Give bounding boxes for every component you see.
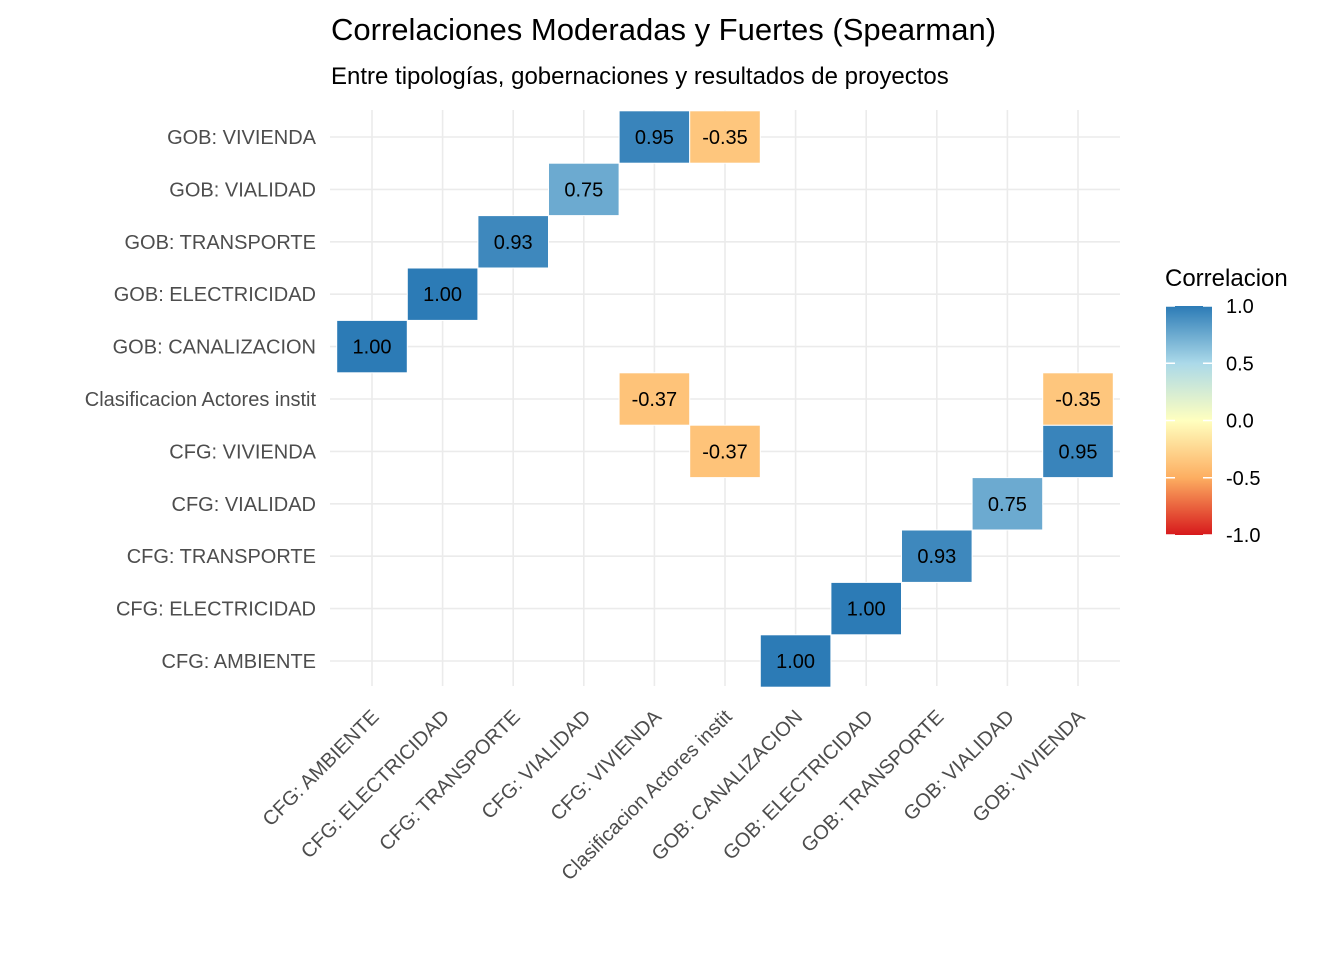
legend-title: Correlacion <box>1165 265 1288 292</box>
y-tick-gob-canalizacion: GOB: CANALIZACION <box>113 337 316 359</box>
y-tick-gob-transporte: GOB: TRANSPORTE <box>124 232 316 254</box>
y-tick-clasificacion-actores-instit: Clasificacion Actores instit <box>85 389 317 411</box>
y-tick-cfg-electricidad: CFG: ELECTRICIDAD <box>116 599 316 621</box>
heatmap-cell-label: -0.37 <box>632 389 678 411</box>
heatmap-cell-rect <box>689 110 761 164</box>
heatmap-cell-label: 1.00 <box>776 651 815 673</box>
heatmap-cell-rect <box>1042 424 1114 479</box>
heatmap-cell: 0.93 <box>477 215 549 269</box>
heatmap-cell-label: 0.93 <box>917 546 956 568</box>
chart-title: Correlaciones Moderadas y Fuertes (Spear… <box>331 12 996 47</box>
heatmap-cell: 0.95 <box>618 110 691 164</box>
heatmap-cell: -0.37 <box>689 424 761 479</box>
y-tick-cfg-vivienda: CFG: VIVIENDA <box>169 441 316 463</box>
chart-subtitle: Entre tipologías, gobernaciones y result… <box>331 63 949 90</box>
heatmap-cell-rect <box>477 215 549 269</box>
x-tick-cfg-transporte: CFG: TRANSPORTE <box>375 706 524 855</box>
heatmap-cell-rect <box>689 424 761 479</box>
legend-tick-label: -0.5 <box>1226 468 1260 490</box>
heatmap-cell-rect <box>759 634 832 688</box>
legend-tick-label: 1.0 <box>1226 296 1254 318</box>
heatmap-cell-label: 0.75 <box>564 179 603 201</box>
heatmap-cell-label: 1.00 <box>353 337 392 359</box>
y-tick-cfg-transporte: CFG: TRANSPORTE <box>127 546 316 568</box>
heatmap-cell: -0.35 <box>1042 372 1114 426</box>
heatmap-cell: 1.00 <box>830 581 903 636</box>
y-tick-cfg-ambiente: CFG: AMBIENTE <box>162 651 316 673</box>
legend-ticks: 1.0 0.5 0.0 -0.5 -1.0 <box>1166 296 1260 547</box>
color-legend: Correlacion 1.0 0.5 0.0 -0.5 -1.0 <box>1165 265 1288 547</box>
heatmap-cell: -0.37 <box>618 372 691 426</box>
heatmap-cell: 1.00 <box>336 319 408 374</box>
x-tick-gob-transporte: GOB: TRANSPORTE <box>797 706 948 857</box>
heatmap-cell-label: 1.00 <box>847 599 886 621</box>
heatmap-cell-label: 0.75 <box>988 494 1027 516</box>
heatmap-cell-rect <box>618 372 691 426</box>
heatmap-cell-rect <box>830 581 903 636</box>
x-tick-cfg-ambiente: CFG: AMBIENTE <box>259 706 384 831</box>
y-tick-gob-vivienda: GOB: VIVIENDA <box>167 127 317 149</box>
y-tick-gob-vialidad: GOB: VIALIDAD <box>169 179 316 201</box>
heatmap-cell: 1.00 <box>406 267 479 321</box>
heatmap-cell-label: -0.37 <box>702 441 748 463</box>
y-axis-tick-labels: CFG: AMBIENTE CFG: ELECTRICIDAD CFG: TRANS… <box>85 127 317 673</box>
y-tick-gob-electricidad: GOB: ELECTRICIDAD <box>114 284 316 306</box>
heatmap-cell-rect <box>548 162 620 217</box>
heatmap-cell: 0.93 <box>901 529 973 583</box>
legend-tick-label: 0.5 <box>1226 353 1254 375</box>
heatmap-cell: 1.00 <box>759 634 832 688</box>
heatmap-cell-label: -0.35 <box>1055 389 1101 411</box>
heatmap-cell-label: -0.35 <box>702 127 748 149</box>
heatmap-cell: 0.75 <box>548 162 620 217</box>
grid-lines <box>330 110 1120 686</box>
legend-tick-label: 0.0 <box>1226 411 1254 433</box>
heatmap-cell-rect <box>1042 372 1114 426</box>
y-tick-cfg-vialidad: CFG: VIALIDAD <box>172 494 316 516</box>
heatmap-cell-label: 1.00 <box>423 284 462 306</box>
heatmap-cell-rect <box>901 529 973 583</box>
heatmap-cell-rect <box>618 110 691 164</box>
heatmap-cell: -0.35 <box>689 110 761 164</box>
legend-tick-label: -1.0 <box>1226 525 1260 547</box>
heatmap-cell: 0.95 <box>1042 424 1114 479</box>
heatmap-cell-rect <box>336 319 408 374</box>
heatmap-cell-label: 0.95 <box>1059 441 1098 463</box>
heatmap-cell-rect <box>971 477 1044 531</box>
heatmap-cell: 0.75 <box>971 477 1044 531</box>
heatmap-cells: 1.00 1.00 0.93 0.75 -0.37 0.95 -0.37 -0.35 1.00 1… <box>336 110 1114 688</box>
heatmap-cell-label: 0.95 <box>635 127 674 149</box>
heatmap-cell-rect <box>406 267 479 321</box>
heatmap-cell-label: 0.93 <box>494 232 533 254</box>
